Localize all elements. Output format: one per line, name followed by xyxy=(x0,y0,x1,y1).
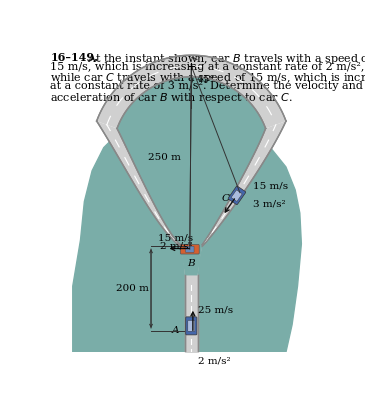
Text: 250 m: 250 m xyxy=(149,153,181,162)
Text: 15 m/s: 15 m/s xyxy=(253,181,288,190)
FancyBboxPatch shape xyxy=(185,246,194,252)
Polygon shape xyxy=(202,121,286,246)
FancyBboxPatch shape xyxy=(231,190,242,201)
Text: 45°: 45° xyxy=(197,75,215,84)
FancyBboxPatch shape xyxy=(186,317,197,335)
Text: 16–149.: 16–149. xyxy=(50,52,98,63)
Text: At the instant shown, car $B$ travels with a speed of: At the instant shown, car $B$ travels wi… xyxy=(80,52,365,66)
Text: 15 m/s: 15 m/s xyxy=(158,234,193,243)
Polygon shape xyxy=(180,242,202,276)
Text: while car $C$ travels with a speed of 15 m/s, which is increasing: while car $C$ travels with a speed of 15… xyxy=(50,71,365,86)
Polygon shape xyxy=(97,55,286,128)
FancyBboxPatch shape xyxy=(180,244,199,254)
Text: A: A xyxy=(172,326,179,335)
Polygon shape xyxy=(73,118,301,352)
Text: C: C xyxy=(222,194,230,203)
FancyBboxPatch shape xyxy=(228,186,246,205)
Polygon shape xyxy=(97,121,180,246)
FancyBboxPatch shape xyxy=(188,320,195,331)
Text: 15 m/s, which is increasing at a constant rate of 2 m/s²,: 15 m/s, which is increasing at a constan… xyxy=(50,62,365,72)
Polygon shape xyxy=(180,246,202,277)
Text: 2 m/s²: 2 m/s² xyxy=(197,356,230,365)
Text: at a constant rate of 3 m/s². Determine the velocity and: at a constant rate of 3 m/s². Determine … xyxy=(50,81,363,91)
Text: acceleration of car $B$ with respect to car $C$.: acceleration of car $B$ with respect to … xyxy=(50,91,293,105)
Text: 200 m: 200 m xyxy=(116,284,149,293)
Text: 3 m/s²: 3 m/s² xyxy=(253,200,286,209)
Text: 25 m/s: 25 m/s xyxy=(197,306,233,314)
Polygon shape xyxy=(117,77,266,276)
Text: B: B xyxy=(188,259,195,268)
Text: 2 m/s²: 2 m/s² xyxy=(160,242,192,251)
